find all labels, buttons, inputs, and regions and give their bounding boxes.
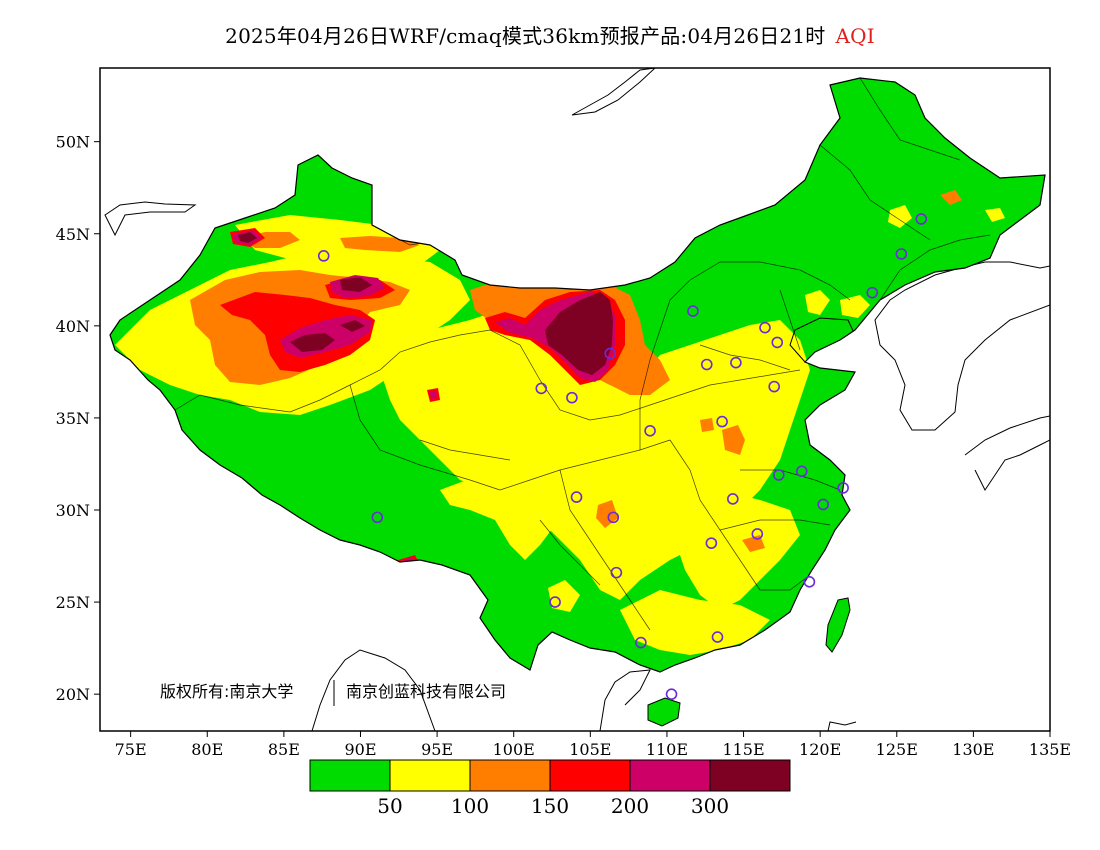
lon-tick-label: 75E bbox=[115, 740, 147, 759]
station-marker bbox=[705, 537, 718, 549]
station-marker bbox=[727, 493, 739, 505]
lat-tick-label: 35N bbox=[56, 409, 90, 428]
station-marker bbox=[772, 469, 785, 481]
aqi-field bbox=[110, 78, 1045, 672]
japan-outline bbox=[964, 415, 1050, 491]
title-main: 2025年04月26日WRF/cmaq模式36km预报产品:04月26日21时 bbox=[225, 24, 826, 48]
lon-tick-label: 110E bbox=[646, 740, 688, 759]
indochina-outline bbox=[311, 649, 651, 731]
station-marker bbox=[566, 391, 578, 404]
lat-tick-label: 30N bbox=[56, 501, 90, 520]
colorbar-label: 50 bbox=[377, 794, 402, 818]
station-marker bbox=[716, 415, 728, 428]
lon-tick-label: 85E bbox=[268, 740, 300, 759]
copyright-owner-a: 版权所有:南京大学 bbox=[160, 682, 293, 701]
lon-tick-label: 100E bbox=[493, 740, 535, 759]
station-marker bbox=[711, 631, 724, 643]
lat-tick-label: 45N bbox=[56, 225, 90, 244]
map-title: 2025年04月26日WRF/cmaq模式36km预报产品:04月26日21时 A… bbox=[0, 20, 1100, 49]
station-marker bbox=[700, 358, 713, 371]
station-markers bbox=[317, 213, 928, 700]
latitude-axis: 20N 25N 30N 35N 40N 45N 50N bbox=[56, 133, 100, 704]
lon-tick-label: 80E bbox=[191, 740, 223, 759]
station-marker bbox=[644, 425, 656, 437]
station-marker bbox=[687, 305, 699, 317]
station-marker bbox=[549, 596, 561, 608]
station-marker bbox=[610, 566, 623, 579]
lon-tick-label: 135E bbox=[1029, 740, 1071, 759]
lon-tick-label: 105E bbox=[569, 740, 611, 759]
lon-tick-label: 125E bbox=[876, 740, 918, 759]
lon-tick-label: 120E bbox=[799, 740, 841, 759]
lon-tick-label: 95E bbox=[421, 740, 453, 759]
lat-tick-label: 40N bbox=[56, 317, 90, 336]
station-marker bbox=[730, 356, 742, 369]
colorbar-label: 300 bbox=[691, 794, 729, 818]
lon-tick-label: 90E bbox=[344, 740, 376, 759]
lat-tick-label: 50N bbox=[56, 133, 90, 152]
taiwan-island bbox=[825, 597, 851, 653]
station-marker bbox=[570, 491, 583, 503]
lon-tick-label: 115E bbox=[722, 740, 764, 759]
colorbar-segment bbox=[629, 759, 711, 792]
copyright-owner-b: 南京创蓝科技有限公司 bbox=[346, 682, 506, 701]
lat-tick-label: 20N bbox=[56, 685, 90, 704]
copyright-note: 版权所有:南京大学 南京创蓝科技有限公司 bbox=[160, 680, 506, 706]
kazakhstan-lake-outline bbox=[104, 201, 197, 237]
station-marker bbox=[751, 528, 764, 540]
baikal-outline bbox=[571, 68, 656, 116]
station-marker bbox=[317, 250, 330, 262]
aqi-colorbar: 50 100 150 200 300 bbox=[309, 759, 791, 818]
station-marker bbox=[371, 511, 384, 524]
lon-tick-label: 130E bbox=[952, 740, 994, 759]
station-marker bbox=[817, 498, 830, 511]
colorbar-label: 150 bbox=[531, 794, 569, 818]
colorbar-segment bbox=[549, 759, 631, 792]
station-marker bbox=[768, 380, 780, 393]
station-marker bbox=[795, 465, 808, 478]
station-marker bbox=[635, 636, 647, 649]
title-variable: AQI bbox=[835, 24, 875, 48]
colorbar-label: 200 bbox=[611, 794, 649, 818]
hainan-island bbox=[647, 697, 681, 727]
station-marker bbox=[915, 213, 928, 225]
station-marker bbox=[607, 511, 620, 524]
map-frame bbox=[99, 67, 1051, 732]
colorbar-segment bbox=[709, 759, 791, 792]
colorbar-segment bbox=[469, 759, 551, 792]
south-sea-outline bbox=[827, 721, 857, 731]
lat-tick-label: 25N bbox=[56, 593, 90, 612]
station-marker bbox=[803, 576, 816, 588]
station-marker bbox=[866, 286, 879, 299]
station-marker bbox=[604, 347, 617, 360]
station-marker bbox=[895, 248, 908, 260]
colorbar-segment bbox=[309, 759, 391, 792]
longitude-axis: 75E 80E 85E 90E 95E 100E 105E 110E 115E 120E 125E 1… bbox=[115, 731, 1071, 759]
station-marker bbox=[535, 382, 548, 395]
station-marker bbox=[759, 321, 771, 334]
station-marker bbox=[837, 482, 849, 494]
station-marker bbox=[771, 336, 784, 349]
colorbar-segment bbox=[389, 759, 471, 792]
colorbar-label: 100 bbox=[451, 794, 489, 818]
station-marker bbox=[665, 688, 678, 700]
